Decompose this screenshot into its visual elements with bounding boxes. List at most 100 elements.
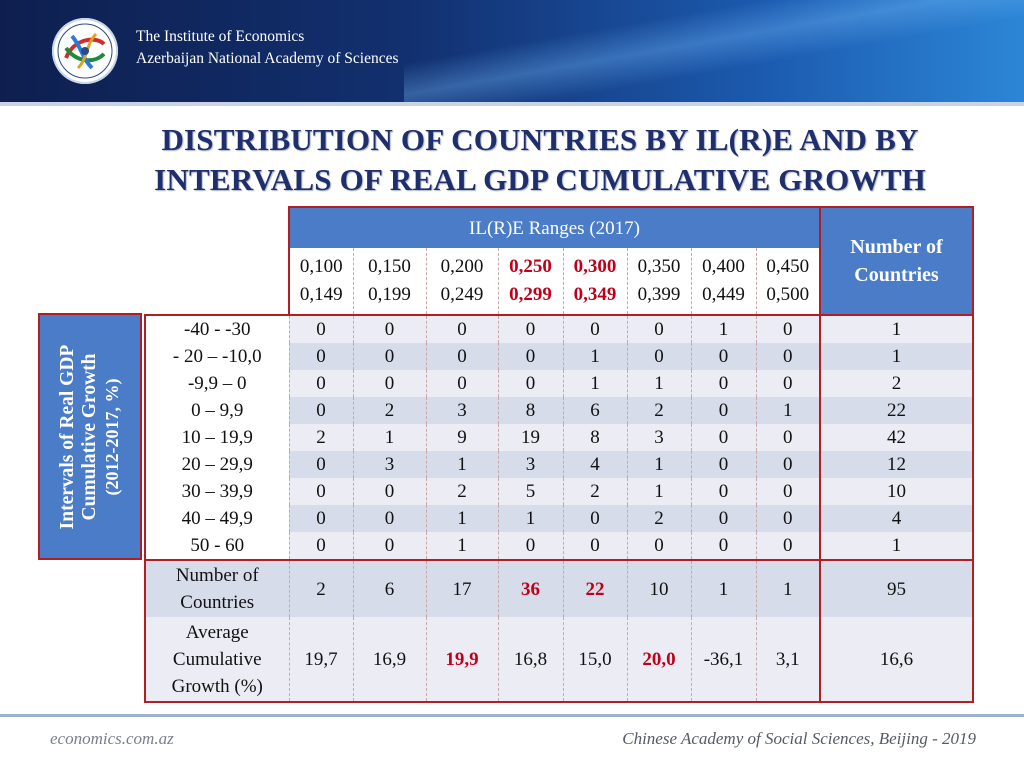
count-cell: 8 <box>562 424 627 451</box>
count-cell: 2 <box>626 505 691 532</box>
range-from: 0,100 <box>299 256 343 277</box>
count-cell: 0 <box>755 370 820 397</box>
overall-average-cell: 16,6 <box>819 617 974 703</box>
count-cell: 0 <box>288 478 353 505</box>
count-cell: 4 <box>562 451 627 478</box>
header-decoration <box>404 0 1024 102</box>
average-growth-cell: 16,9 <box>352 617 426 703</box>
range-cell: 0,400 0,449 <box>690 248 756 315</box>
count-row: Number of Countries 2 6 17 36 22 10 1 1 95 <box>144 560 974 617</box>
column-count-cell: 6 <box>352 560 426 617</box>
count-cell: 0 <box>690 451 756 478</box>
count-cell: 1 <box>352 424 426 451</box>
range-from: 0,350 <box>637 256 681 277</box>
count-cell: 0 <box>755 532 820 560</box>
count-cell: 0 <box>288 343 353 370</box>
range-cell: 0,250 0,299 <box>497 248 563 315</box>
corner-cell <box>145 207 289 315</box>
count-cell: 0 <box>562 532 627 560</box>
average-row-label-line1: Average <box>185 621 249 643</box>
count-cell: 3 <box>425 397 498 424</box>
row-total-cell: 1 <box>819 532 974 560</box>
count-header: Number of Countries <box>819 206 974 316</box>
count-cell: 0 <box>288 315 353 343</box>
count-cell: 0 <box>755 315 820 343</box>
count-cell: 0 <box>288 532 353 560</box>
count-cell: 0 <box>690 397 756 424</box>
row-total-cell: 1 <box>819 315 974 343</box>
count-cell: 1 <box>562 370 627 397</box>
count-cell: 0 <box>288 397 353 424</box>
count-row-label: Number of Countries <box>144 560 289 617</box>
count-cell: 2 <box>626 397 691 424</box>
institute-logo-icon <box>52 18 118 84</box>
count-row-label-line2: Countries <box>180 592 255 613</box>
row-interval-label: -9,9 – 0 <box>144 370 289 397</box>
range-from: 0,200 <box>440 256 484 277</box>
ranges-header: IL(R)E Ranges (2017) <box>288 206 820 248</box>
count-cell: 0 <box>497 370 563 397</box>
count-cell: 6 <box>562 397 627 424</box>
range-from: 0,450 <box>766 256 810 277</box>
row-interval-label: 0 – 9,9 <box>144 397 289 424</box>
count-cell: 0 <box>626 315 691 343</box>
count-cell: 5 <box>497 478 563 505</box>
range-to: 0,249 <box>440 284 484 305</box>
row-total-cell: 4 <box>819 505 974 532</box>
count-cell: 2 <box>562 478 627 505</box>
count-cell: 0 <box>352 478 426 505</box>
table-row: -40 - -30 0 0 0 0 0 0 1 0 1 <box>144 315 974 343</box>
range-to: 0,299 <box>509 284 552 305</box>
range-to: 0,500 <box>766 284 810 305</box>
footer-event: Chinese Academy of Social Sciences, Beij… <box>622 729 976 748</box>
count-cell: 0 <box>690 370 756 397</box>
table-row: 50 - 60 0 0 1 0 0 0 0 0 1 <box>144 532 974 560</box>
range-from: 0,250 <box>509 256 552 277</box>
count-cell: 2 <box>425 478 498 505</box>
range-cell: 0,350 0,399 <box>626 248 691 315</box>
column-count-cell: 22 <box>562 560 627 617</box>
row-total-cell: 12 <box>819 451 974 478</box>
count-cell: 0 <box>352 370 426 397</box>
average-row-label-line2: Cumulative <box>172 648 262 670</box>
range-cell: 0,300 0,349 <box>562 248 627 315</box>
distribution-table: IL(R)E Ranges (2017) Number of Countries 0,… <box>144 206 974 703</box>
average-growth-cell: 15,0 <box>562 617 627 703</box>
column-count-cell: 10 <box>626 560 691 617</box>
average-row-label-line3: Growth (%) <box>171 675 263 697</box>
range-to: 0,349 <box>573 284 617 305</box>
count-cell: 1 <box>425 451 498 478</box>
average-row: Average Cumulative Growth (%) 19,7 16,9 19,9 1… <box>144 617 974 703</box>
column-count-cell: 36 <box>497 560 563 617</box>
average-growth-cell: 16,8 <box>497 617 563 703</box>
range-cell: 0,150 0,199 <box>352 248 426 315</box>
range-cell: 0,200 0,249 <box>425 248 498 315</box>
count-cell: 0 <box>755 478 820 505</box>
row-interval-label: - 20 – -10,0 <box>144 343 289 370</box>
count-cell: 0 <box>690 532 756 560</box>
count-cell: 1 <box>562 343 627 370</box>
count-cell: 0 <box>288 451 353 478</box>
column-count-cell: 17 <box>425 560 498 617</box>
count-cell: 1 <box>425 532 498 560</box>
header-row-bounds: 0,100 0,149 0,150 0,199 0,200 0,249 0,250 0,299… <box>145 248 973 315</box>
count-cell: 0 <box>425 315 498 343</box>
count-cell: 3 <box>626 424 691 451</box>
column-count-cell: 1 <box>690 560 756 617</box>
row-total-cell: 42 <box>819 424 974 451</box>
count-cell: 1 <box>690 315 756 343</box>
count-header-line1: Number of <box>850 236 943 258</box>
count-cell: 0 <box>755 451 820 478</box>
row-total-cell: 10 <box>819 478 974 505</box>
range-from: 0,150 <box>368 256 411 277</box>
count-cell: 0 <box>497 343 563 370</box>
range-cell: 0,100 0,149 <box>288 248 353 315</box>
count-cell: 0 <box>288 370 353 397</box>
count-cell: 19 <box>497 424 563 451</box>
range-from: 0,400 <box>702 256 745 277</box>
column-count-cell: 2 <box>288 560 353 617</box>
count-cell: 2 <box>352 397 426 424</box>
count-cell: 9 <box>425 424 498 451</box>
average-growth-cell: 19,9 <box>425 617 498 703</box>
